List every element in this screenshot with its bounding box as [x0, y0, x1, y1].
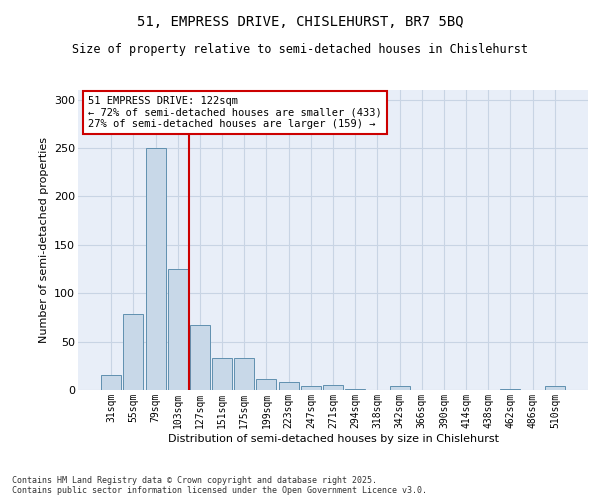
Y-axis label: Number of semi-detached properties: Number of semi-detached properties: [38, 137, 49, 343]
Bar: [234, 358, 254, 390]
Bar: [389, 386, 410, 390]
Bar: [301, 386, 321, 390]
Bar: [256, 380, 277, 390]
Text: Contains HM Land Registry data © Crown copyright and database right 2025.
Contai: Contains HM Land Registry data © Crown c…: [12, 476, 427, 495]
Bar: [323, 385, 343, 390]
Text: 51, EMPRESS DRIVE, CHISLEHURST, BR7 5BQ: 51, EMPRESS DRIVE, CHISLEHURST, BR7 5BQ: [137, 15, 463, 29]
Bar: [278, 382, 299, 390]
Bar: [190, 325, 210, 390]
X-axis label: Distribution of semi-detached houses by size in Chislehurst: Distribution of semi-detached houses by …: [167, 434, 499, 444]
Text: 51 EMPRESS DRIVE: 122sqm
← 72% of semi-detached houses are smaller (433)
27% of : 51 EMPRESS DRIVE: 122sqm ← 72% of semi-d…: [88, 96, 382, 129]
Bar: [345, 389, 365, 390]
Text: Size of property relative to semi-detached houses in Chislehurst: Size of property relative to semi-detach…: [72, 42, 528, 56]
Bar: [124, 314, 143, 390]
Bar: [146, 148, 166, 390]
Bar: [500, 389, 520, 390]
Bar: [212, 358, 232, 390]
Bar: [545, 386, 565, 390]
Bar: [101, 376, 121, 390]
Bar: [168, 269, 188, 390]
